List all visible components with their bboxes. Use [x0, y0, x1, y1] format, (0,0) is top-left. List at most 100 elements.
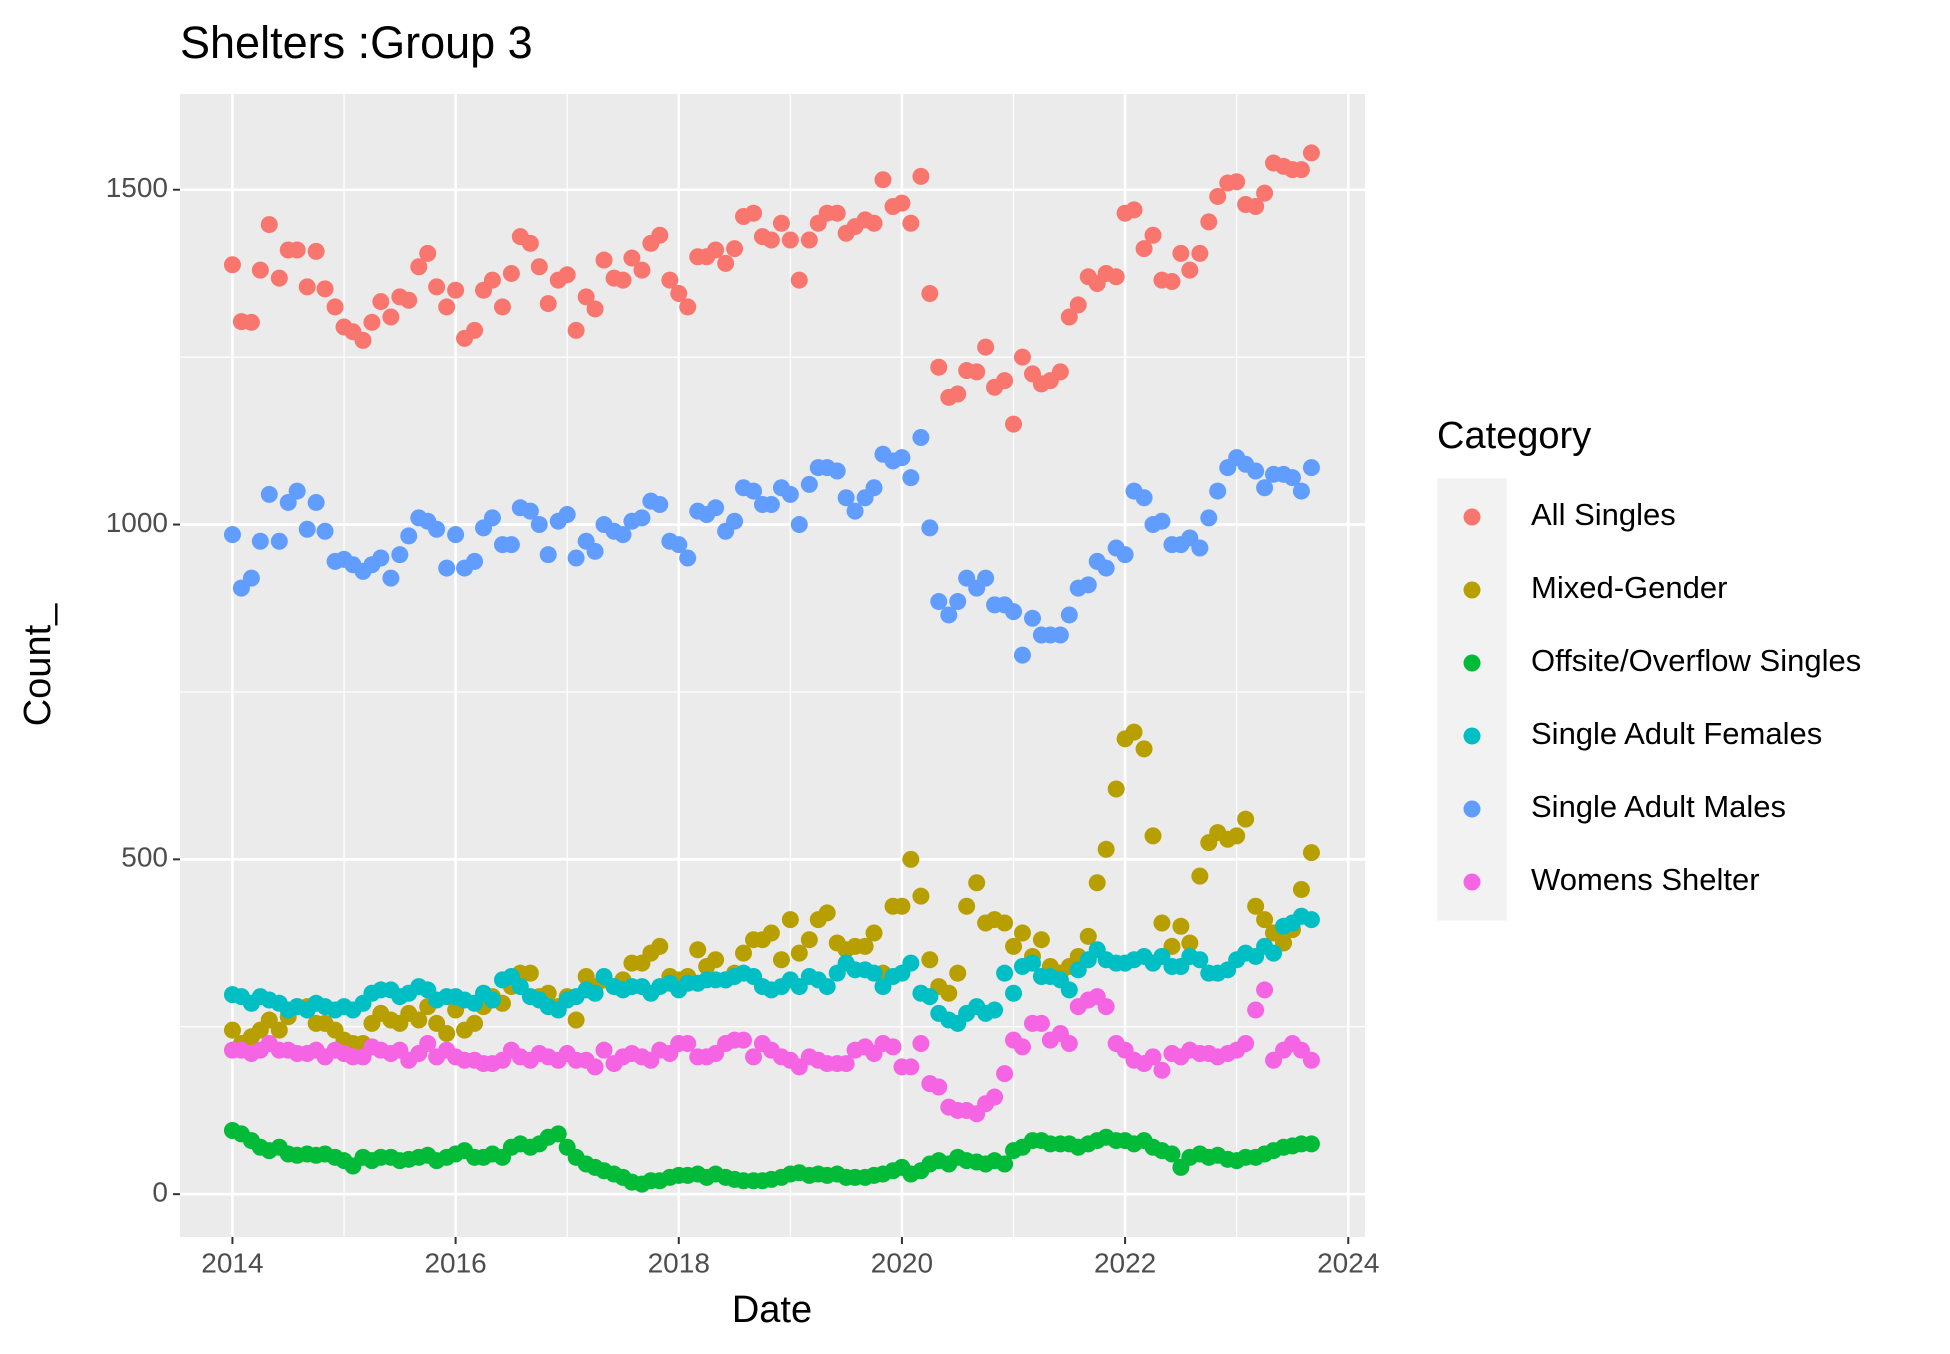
point [1153, 1061, 1171, 1079]
point [1247, 1001, 1265, 1019]
point [288, 482, 306, 500]
point [949, 593, 967, 611]
point [363, 313, 381, 331]
point [856, 937, 874, 955]
point [837, 1055, 855, 1073]
point [567, 321, 585, 339]
point [865, 964, 883, 982]
point [298, 278, 316, 296]
point [400, 527, 418, 545]
point [1116, 546, 1134, 564]
point [846, 502, 864, 520]
point [558, 506, 576, 524]
point [567, 1011, 585, 1029]
point [1135, 740, 1153, 758]
point [586, 542, 604, 560]
point [307, 493, 325, 511]
point [912, 887, 930, 905]
point [428, 520, 446, 538]
point [1079, 576, 1097, 594]
point [428, 278, 446, 296]
point [1228, 173, 1246, 191]
point [549, 1125, 567, 1143]
point [1060, 308, 1078, 326]
point [958, 897, 976, 915]
point [1135, 240, 1153, 258]
point [1191, 867, 1209, 885]
point [1005, 937, 1023, 955]
legend-label: Single Adult Females [1531, 716, 1822, 751]
point [670, 536, 688, 554]
legend-key [1463, 508, 1481, 526]
point [912, 429, 930, 447]
point [466, 321, 484, 339]
point [772, 951, 790, 969]
point [354, 331, 372, 349]
legend-label: Offsite/Overflow Singles [1531, 643, 1861, 678]
point [670, 285, 688, 303]
point [1032, 931, 1050, 949]
point [1107, 780, 1125, 798]
y-tick-label: 1000 [106, 507, 168, 538]
point [1191, 539, 1209, 557]
point [1023, 954, 1041, 972]
point [1292, 880, 1310, 898]
point [818, 904, 836, 922]
point [270, 532, 288, 550]
point [865, 214, 883, 232]
legend-key [1463, 873, 1481, 891]
point [893, 897, 911, 915]
point [447, 281, 465, 299]
point [1265, 944, 1283, 962]
point [577, 288, 595, 306]
legend-label: All Singles [1531, 497, 1676, 532]
point [242, 313, 260, 331]
point [1005, 603, 1023, 621]
point [1097, 998, 1115, 1016]
point [1060, 1034, 1078, 1052]
point [977, 569, 995, 587]
point [679, 298, 697, 316]
point [912, 1034, 930, 1052]
point [438, 298, 456, 316]
point [996, 964, 1014, 982]
point [734, 1031, 752, 1049]
point [996, 372, 1014, 390]
point [762, 495, 780, 513]
point [586, 300, 604, 318]
series [223, 981, 1320, 1123]
point [502, 536, 520, 554]
legend-key-background [1437, 478, 1507, 921]
point [707, 241, 725, 259]
point [410, 1011, 428, 1029]
point [1079, 927, 1097, 945]
point [921, 519, 939, 537]
point [800, 931, 818, 949]
point [949, 964, 967, 982]
point [223, 256, 241, 274]
point [483, 509, 501, 527]
point [1256, 911, 1274, 929]
point [1209, 482, 1227, 500]
point [270, 269, 288, 287]
point [1032, 1014, 1050, 1032]
point [930, 358, 948, 376]
point [921, 285, 939, 303]
point [986, 1001, 1004, 1019]
point [902, 850, 920, 868]
point [1097, 559, 1115, 577]
point [483, 271, 501, 289]
point [1125, 201, 1143, 219]
point [1256, 981, 1274, 999]
point [1292, 482, 1310, 500]
point [298, 520, 316, 538]
point [1013, 1038, 1031, 1056]
point [689, 941, 707, 959]
x-tick-label: 2016 [424, 1247, 486, 1278]
point [447, 526, 465, 544]
point [1181, 261, 1199, 279]
point [270, 1021, 288, 1039]
point [790, 516, 808, 534]
point [1163, 272, 1181, 290]
point [1302, 144, 1320, 162]
